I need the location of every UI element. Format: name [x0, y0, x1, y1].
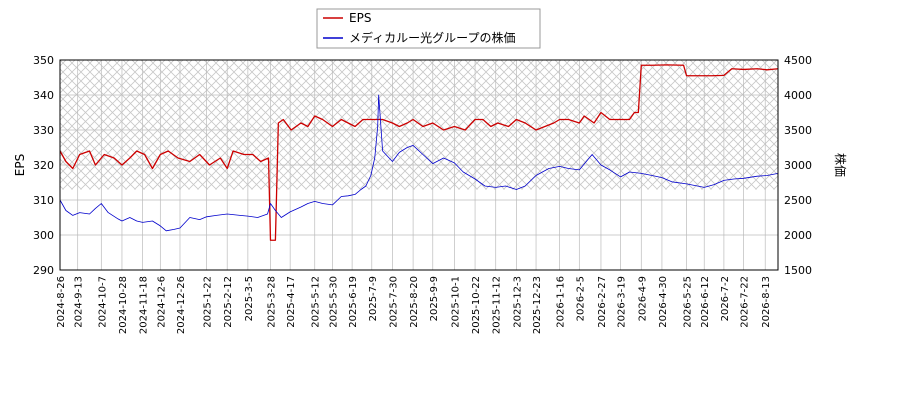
- left-tick-label: 310: [33, 194, 54, 207]
- x-tick-label: 2026-6-12: [700, 276, 711, 328]
- x-tick-label: 2025-4-17: [286, 276, 297, 328]
- right-tick-label: 4500: [784, 54, 812, 67]
- right-tick-label: 3000: [784, 159, 812, 172]
- x-tick-label: 2025-7-9: [368, 276, 379, 321]
- x-tick-label: 2026-8-13: [761, 276, 772, 328]
- x-tick-label: 2026-7-22: [740, 276, 751, 328]
- left-axis-ticks: 290 300 310 320 330 340 350: [33, 54, 54, 277]
- x-tick-label: 2025-3-28: [266, 276, 277, 328]
- legend-box: [316, 8, 541, 49]
- x-tick-label: 2025-5-30: [328, 276, 339, 328]
- x-tick-label: 2024-10-28: [118, 276, 129, 334]
- x-tick-label: 2025-6-19: [348, 276, 359, 328]
- x-tick-label: 2024-12-6: [156, 276, 167, 328]
- x-tick-label: 2024-10-7: [97, 276, 108, 328]
- right-tick-label: 2000: [784, 229, 812, 242]
- x-tick-label: 2024-8-26: [56, 276, 67, 328]
- stock-price-series-line: [60, 94, 778, 232]
- left-tick-label: 350: [33, 54, 54, 67]
- x-tick-label: 2025-12-3: [512, 276, 523, 328]
- left-tick-label: 340: [33, 89, 54, 102]
- left-tick-label: 330: [33, 124, 54, 137]
- x-tick-label: 2025-5-12: [311, 276, 322, 328]
- x-tick-label: 2026-4-30: [658, 276, 669, 328]
- x-tick-label: 2026-2-27: [597, 276, 608, 328]
- x-tick-label: 2025-11-12: [492, 276, 503, 334]
- x-tick-label: 2025-12-23: [532, 276, 543, 334]
- x-tick-label: 2025-7-30: [388, 276, 399, 328]
- legend-eps-label: EPS: [349, 11, 371, 25]
- right-tick-label: 1500: [784, 264, 812, 277]
- x-tick-label: 2026-1-16: [556, 276, 567, 328]
- x-tick-label: 2025-2-12: [223, 276, 234, 328]
- legend-price-label: メディカルー光グループの株価: [349, 30, 515, 45]
- x-tick-label: 2026-4-9: [637, 276, 648, 321]
- x-tick-label: 2026-3-19: [617, 276, 628, 328]
- x-tick-label: 2025-10-22: [471, 276, 482, 334]
- left-tick-label: 320: [33, 159, 54, 172]
- x-tick-label: 2026-2-5: [575, 276, 586, 321]
- x-tick-label: 2026-7-2: [720, 276, 731, 321]
- x-tick-label: 2025-8-20: [409, 276, 420, 328]
- right-tick-label: 4000: [784, 89, 812, 102]
- left-tick-label: 290: [33, 264, 54, 277]
- left-tick-label: 300: [33, 229, 54, 242]
- legend: EPS メディカルー光グループの株価: [316, 8, 541, 49]
- right-tick-label: 2500: [784, 194, 812, 207]
- x-tick-label: 2024-11-18: [139, 276, 150, 334]
- x-tick-label: 2025-1-22: [203, 276, 214, 328]
- x-tick-label: 2024-9-13: [74, 276, 85, 328]
- right-axis-ticks: 1500 2000 2500 3000 3500 4000 4500: [784, 54, 812, 277]
- right-tick-label: 3500: [784, 124, 812, 137]
- right-axis-title: 株価: [833, 153, 848, 177]
- forecast-hatch-region: [60, 60, 778, 190]
- x-axis-ticks: 2024-8-26 2024-9-13 2024-10-7 2024-10-28 202…: [56, 276, 772, 334]
- series-layer: [60, 64, 778, 241]
- eps-series-line: [60, 64, 778, 241]
- x-tick-label: 2025-9-9: [429, 276, 440, 321]
- x-tick-label: 2025-10-1: [450, 276, 461, 328]
- left-axis-title: EPS: [13, 154, 27, 176]
- x-tick-label: 2026-5-25: [683, 276, 694, 328]
- plot-frame: [59, 59, 779, 271]
- x-tick-label: 2025-3-5: [244, 276, 255, 321]
- x-tick-label: 2024-12-26: [176, 276, 187, 334]
